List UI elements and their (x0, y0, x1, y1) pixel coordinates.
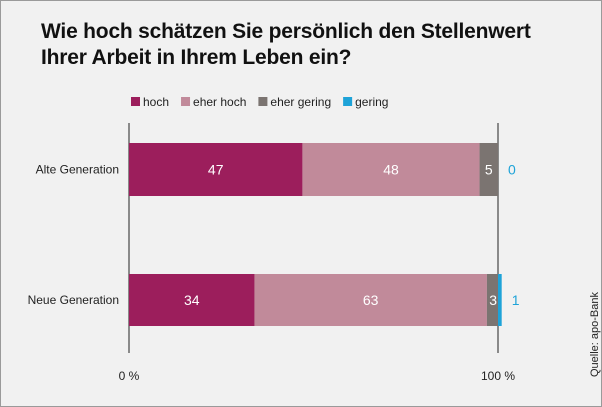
data-label: 47 (208, 162, 224, 178)
bar-eher-gering (479, 143, 498, 196)
data-label: 5 (485, 162, 493, 178)
bar-hoch (129, 274, 255, 326)
category-label: Neue Generation (28, 293, 119, 307)
data-label: 3 (489, 292, 497, 308)
x-tick-label-100: 100 % (481, 369, 515, 383)
bar-gering (498, 274, 502, 326)
bars: Alte Generation 47 48 5 0 Neue Generation 34 63… (28, 143, 520, 326)
legend-label-gering: gering (355, 95, 388, 109)
data-label: 0 (508, 162, 516, 178)
bar-eher-hoch (254, 274, 487, 326)
legend-swatch-eher-hoch (181, 97, 191, 106)
data-label: 48 (383, 162, 399, 178)
legend-label-eher-hoch: eher hoch (193, 95, 246, 109)
legend: hoch eher hoch eher gering gering (131, 95, 388, 109)
data-label: 1 (512, 292, 520, 308)
legend-swatch-gering (343, 97, 353, 106)
chart-title: Wie hoch schätzen Sie persönlich den Ste… (41, 20, 531, 69)
x-tick-label-0: 0 % (119, 369, 140, 383)
legend-label-eher-gering: eher gering (270, 95, 331, 109)
bar-hoch (129, 143, 303, 196)
legend-swatch-hoch (131, 97, 140, 106)
bar-eher-gering (486, 274, 498, 326)
category-label: Alte Generation (36, 163, 119, 177)
data-label: 63 (363, 292, 379, 308)
legend-label-hoch: hoch (143, 95, 169, 109)
bar-eher-hoch (302, 143, 480, 196)
legend-swatch-eher-gering (258, 97, 268, 106)
source-note: Quelle: apo-Bank (589, 292, 601, 377)
data-label: 34 (184, 292, 200, 308)
